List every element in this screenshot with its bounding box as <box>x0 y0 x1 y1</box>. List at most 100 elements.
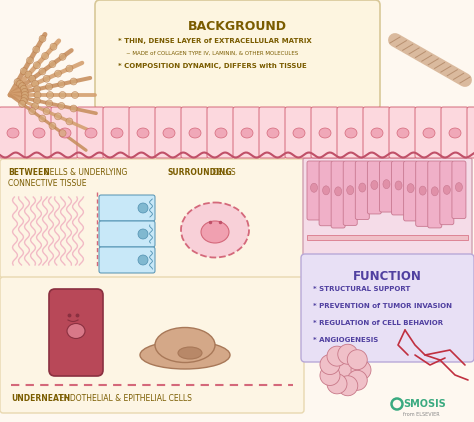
Circle shape <box>320 354 340 375</box>
FancyBboxPatch shape <box>103 107 130 158</box>
FancyBboxPatch shape <box>389 107 416 158</box>
FancyBboxPatch shape <box>440 161 454 225</box>
Circle shape <box>138 229 148 239</box>
Circle shape <box>327 374 347 394</box>
Circle shape <box>21 88 28 95</box>
FancyBboxPatch shape <box>181 107 208 158</box>
FancyBboxPatch shape <box>0 277 304 413</box>
Ellipse shape <box>111 128 123 138</box>
FancyBboxPatch shape <box>99 195 155 221</box>
Circle shape <box>138 203 148 213</box>
Ellipse shape <box>397 128 409 138</box>
Text: UNDERNEATH: UNDERNEATH <box>11 394 70 403</box>
Circle shape <box>34 92 41 98</box>
Ellipse shape <box>215 128 227 138</box>
FancyBboxPatch shape <box>343 161 357 225</box>
Circle shape <box>49 61 56 68</box>
Circle shape <box>59 92 66 98</box>
Circle shape <box>46 83 53 90</box>
Ellipse shape <box>67 324 85 338</box>
FancyBboxPatch shape <box>99 221 155 247</box>
Circle shape <box>323 348 367 392</box>
Circle shape <box>33 46 40 53</box>
Ellipse shape <box>178 347 202 359</box>
Text: CELLS & UNDERLYING: CELLS & UNDERLYING <box>42 168 128 177</box>
Bar <box>307 235 468 240</box>
Text: * STRUCTURAL SUPPORT: * STRUCTURAL SUPPORT <box>313 286 410 292</box>
FancyBboxPatch shape <box>441 107 468 158</box>
Circle shape <box>50 43 57 50</box>
Circle shape <box>33 86 40 93</box>
Circle shape <box>70 105 77 112</box>
Circle shape <box>29 76 36 82</box>
FancyBboxPatch shape <box>392 161 406 215</box>
FancyBboxPatch shape <box>356 161 369 219</box>
Circle shape <box>42 52 49 60</box>
Circle shape <box>59 53 66 60</box>
Circle shape <box>138 255 148 265</box>
Circle shape <box>70 78 77 85</box>
Circle shape <box>29 108 36 115</box>
Text: FUNCTION: FUNCTION <box>353 270 422 283</box>
Ellipse shape <box>33 128 45 138</box>
FancyBboxPatch shape <box>416 161 430 226</box>
FancyBboxPatch shape <box>155 107 182 158</box>
Ellipse shape <box>456 183 463 192</box>
Ellipse shape <box>371 181 378 189</box>
FancyBboxPatch shape <box>207 107 234 158</box>
Ellipse shape <box>449 128 461 138</box>
Circle shape <box>33 62 40 69</box>
Ellipse shape <box>319 128 331 138</box>
Circle shape <box>66 65 73 72</box>
Circle shape <box>14 78 21 86</box>
FancyBboxPatch shape <box>363 107 390 158</box>
Ellipse shape <box>383 180 390 189</box>
Circle shape <box>18 100 26 107</box>
Circle shape <box>347 370 367 390</box>
Text: SURROUNDING: SURROUNDING <box>168 168 233 177</box>
Ellipse shape <box>371 128 383 138</box>
FancyBboxPatch shape <box>367 161 382 214</box>
Circle shape <box>17 80 24 87</box>
FancyBboxPatch shape <box>467 107 474 158</box>
Circle shape <box>327 346 347 366</box>
Circle shape <box>55 70 62 77</box>
Circle shape <box>55 113 62 120</box>
Ellipse shape <box>335 187 342 196</box>
Circle shape <box>32 103 38 110</box>
FancyBboxPatch shape <box>337 107 364 158</box>
Text: SMOSIS: SMOSIS <box>403 399 446 409</box>
Ellipse shape <box>395 181 402 190</box>
Ellipse shape <box>431 187 438 196</box>
Ellipse shape <box>140 341 230 369</box>
Circle shape <box>39 68 46 75</box>
Ellipse shape <box>85 128 97 138</box>
Ellipse shape <box>423 128 435 138</box>
FancyBboxPatch shape <box>285 107 312 158</box>
Circle shape <box>20 68 27 75</box>
Circle shape <box>59 130 66 137</box>
Circle shape <box>21 92 28 98</box>
Ellipse shape <box>407 184 414 193</box>
Ellipse shape <box>7 128 19 138</box>
FancyBboxPatch shape <box>311 107 338 158</box>
Ellipse shape <box>310 183 318 192</box>
Circle shape <box>32 80 38 87</box>
FancyBboxPatch shape <box>95 0 380 110</box>
FancyBboxPatch shape <box>331 161 345 228</box>
FancyBboxPatch shape <box>233 107 260 158</box>
Circle shape <box>18 83 26 90</box>
Circle shape <box>27 57 34 64</box>
FancyBboxPatch shape <box>0 159 306 278</box>
Circle shape <box>21 95 28 102</box>
Text: CONNECTIVE TISSUE: CONNECTIVE TISSUE <box>8 179 86 188</box>
Ellipse shape <box>323 186 329 195</box>
Text: CELLS: CELLS <box>210 168 236 177</box>
Text: * COMPOSITION DYNAMIC, DIFFERS with TISSUE: * COMPOSITION DYNAMIC, DIFFERS with TISS… <box>118 63 307 69</box>
Ellipse shape <box>345 128 357 138</box>
FancyBboxPatch shape <box>319 161 333 226</box>
Circle shape <box>46 100 53 107</box>
Circle shape <box>58 103 65 109</box>
Ellipse shape <box>293 128 305 138</box>
Circle shape <box>39 35 46 42</box>
